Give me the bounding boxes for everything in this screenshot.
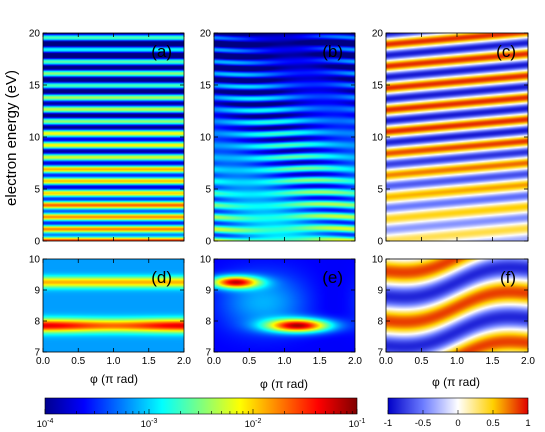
x-tick-label: 0.0 xyxy=(36,356,50,367)
x-tick-label: 2.0 xyxy=(177,356,191,367)
colorbar-tick-label: 10-1 xyxy=(349,418,366,430)
y-tick-label: 20 xyxy=(372,29,384,40)
y-tick-label: 0 xyxy=(34,237,40,248)
x-tick-label: 1.0 xyxy=(107,356,121,367)
panel-b: 0 5 10 15 20 (b) xyxy=(200,29,356,248)
x-axis-title-3: φ (π rad) xyxy=(432,375,480,389)
x-tick-label: 0.5 xyxy=(71,356,85,367)
y-tick-label: 5 xyxy=(34,185,40,196)
heatmap-d xyxy=(43,259,184,352)
y-tick-label: 10 xyxy=(372,133,384,144)
x-tick-label: 0.5 xyxy=(242,356,256,367)
y-tick-label: 7 xyxy=(377,348,383,359)
x-tick-label: 1.5 xyxy=(486,356,500,367)
panel-label: (f) xyxy=(500,268,516,287)
y-tick-label: 9 xyxy=(377,286,383,297)
y-tick-label: 5 xyxy=(377,185,383,196)
panel-c: 0 5 10 15 20 (c) xyxy=(372,29,529,248)
y-tick-label: 10 xyxy=(29,255,41,266)
x-tick-label: 0.5 xyxy=(415,356,429,367)
x-tick-label: 1.0 xyxy=(450,356,464,367)
heatmap-a xyxy=(43,33,184,241)
y-tick-label: 0 xyxy=(377,237,383,248)
colorbar-tick-label: 10-3 xyxy=(141,418,158,430)
colorbar-tick-label: 0.5 xyxy=(486,418,499,429)
colorbar-tick-label: -0.5 xyxy=(415,418,431,429)
x-tick-label: 2.0 xyxy=(521,356,535,367)
y-tick-label: 20 xyxy=(200,29,212,40)
panel-label: (b) xyxy=(322,42,343,61)
x-tick-label: 1.0 xyxy=(278,356,292,367)
y-tick-label: 9 xyxy=(34,286,40,297)
y-tick-label: 15 xyxy=(200,81,212,92)
panel-d: 7 8 9 10 0.0 0.5 1.0 1.5 2.0 (d) xyxy=(29,255,192,368)
x-tick-label: 0.0 xyxy=(379,356,393,367)
x-tick-label: 1.5 xyxy=(313,356,327,367)
heatmap-e xyxy=(214,259,355,352)
colorbar-log xyxy=(44,397,358,415)
panel-a: 0 5 10 15 20 (a) xyxy=(29,29,185,248)
y-tick-label: 20 xyxy=(29,29,41,40)
colorbar-tick-label: 10-2 xyxy=(245,418,262,430)
heatmap-f xyxy=(386,259,528,352)
y-tick-label: 8 xyxy=(205,317,211,328)
panel-label: (a) xyxy=(151,42,172,61)
colorbar-tick-label: 0 xyxy=(455,418,460,429)
y-tick-label: 15 xyxy=(29,81,41,92)
colorbar-tick-label: -1 xyxy=(384,418,392,429)
y-tick-label: 0 xyxy=(205,237,211,248)
y-tick-label: 8 xyxy=(34,317,40,328)
heatmap-c xyxy=(386,33,528,241)
y-tick-label: 10 xyxy=(200,133,212,144)
panel-label: (d) xyxy=(151,268,172,287)
colorbar-tick-label: 10-4 xyxy=(37,418,54,430)
y-tick-label: 9 xyxy=(205,286,211,297)
colorbar-tick-label: 1 xyxy=(525,418,530,429)
y-tick-label: 7 xyxy=(205,348,211,359)
y-tick-label: 7 xyxy=(34,348,40,359)
y-tick-label: 15 xyxy=(372,81,384,92)
y-tick-label: 8 xyxy=(377,317,383,328)
x-axis-title-1: φ (π rad) xyxy=(90,372,138,386)
panel-f: 7 8 9 10 0.0 0.5 1.0 1.5 2.0 (f) xyxy=(372,255,536,368)
panel-label: (e) xyxy=(322,268,343,287)
x-tick-label: 2.0 xyxy=(348,356,362,367)
x-tick-label: 0.0 xyxy=(207,356,221,367)
y-tick-label: 10 xyxy=(29,133,41,144)
x-tick-label: 1.5 xyxy=(142,356,156,367)
panel-e: 7 8 9 10 0.0 0.5 1.0 1.5 2.0 (e) xyxy=(200,255,363,368)
panel-label: (c) xyxy=(496,42,516,61)
y-axis-title: electron energy (eV) xyxy=(3,70,20,206)
y-tick-label: 5 xyxy=(205,185,211,196)
heatmap-b xyxy=(214,33,355,241)
y-tick-label: 10 xyxy=(372,255,384,266)
y-tick-label: 10 xyxy=(200,255,212,266)
x-axis-title-2: φ (π rad) xyxy=(260,377,308,391)
